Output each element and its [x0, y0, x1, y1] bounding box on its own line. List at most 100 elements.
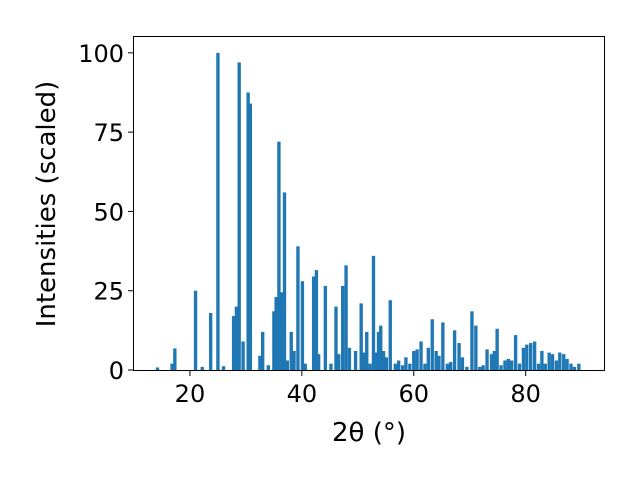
bar [525, 344, 529, 370]
bar [499, 365, 503, 370]
bar [540, 350, 544, 370]
bar [478, 366, 482, 370]
x-tick-label: 20 [175, 380, 206, 408]
bar [173, 348, 177, 370]
bar [311, 276, 316, 370]
bar [562, 354, 566, 370]
bar [272, 311, 276, 370]
bar [381, 350, 386, 370]
bar [543, 363, 547, 370]
bar [334, 306, 338, 370]
bar [492, 350, 497, 370]
bar [529, 343, 533, 370]
bar [314, 270, 319, 370]
bar [408, 363, 412, 370]
y-tick-label: 100 [78, 40, 124, 68]
bar [485, 349, 489, 370]
y-tick-label: 0 [109, 357, 124, 385]
bar [285, 360, 289, 370]
bar [441, 322, 445, 370]
bar [396, 360, 401, 370]
bar [423, 363, 427, 370]
y-tick-label: 25 [93, 278, 124, 306]
bar [517, 363, 522, 370]
bar [547, 352, 551, 370]
bar [323, 285, 328, 370]
bar [481, 365, 485, 370]
bar [359, 303, 363, 370]
bar [274, 297, 278, 370]
bar [510, 360, 514, 370]
y-tick-label: 75 [93, 119, 124, 147]
bar [282, 192, 287, 370]
bar [393, 363, 397, 370]
bar [193, 290, 198, 370]
bar [430, 319, 434, 370]
bar [460, 357, 465, 370]
bar [465, 366, 469, 370]
bar [221, 366, 226, 370]
bar [374, 352, 378, 370]
bar [353, 350, 358, 370]
bar [280, 292, 284, 370]
bar [170, 363, 174, 370]
y-axis: 0 25 50 75 100 [78, 40, 134, 385]
plot-frame [133, 36, 605, 371]
bar-series [155, 52, 581, 371]
bar [554, 360, 559, 370]
bar [558, 352, 562, 370]
y-tick-label: 50 [93, 198, 124, 226]
bar [316, 354, 321, 370]
bar [449, 362, 453, 370]
bar [371, 255, 376, 370]
bar [474, 325, 478, 370]
bar [437, 355, 441, 370]
bar [426, 347, 430, 370]
bar [258, 355, 262, 370]
bar [457, 343, 461, 370]
x-tick-label: 40 [287, 380, 318, 408]
bar [208, 312, 213, 370]
bar [445, 363, 450, 370]
bar [303, 363, 307, 370]
bar [452, 330, 457, 370]
x-tick-label: 60 [398, 380, 429, 408]
bar [412, 350, 416, 370]
bar [266, 365, 270, 370]
bar [362, 352, 366, 370]
bar [419, 341, 423, 370]
bar [365, 331, 369, 370]
bar [261, 331, 265, 370]
bar [241, 341, 245, 370]
bar [248, 103, 253, 370]
bar [237, 62, 241, 371]
bar [536, 363, 541, 370]
bar [404, 357, 408, 370]
bar [550, 354, 555, 370]
bar [368, 363, 372, 370]
bar [384, 357, 389, 370]
x-tick-label: 80 [510, 380, 541, 408]
bar [216, 52, 220, 371]
y-axis-title: Intensities (scaled) [32, 81, 62, 328]
bar [344, 265, 348, 370]
bar [347, 347, 352, 370]
bar [246, 92, 250, 370]
bar [400, 365, 405, 370]
bar [376, 331, 381, 370]
bar [572, 366, 577, 370]
bar [155, 367, 160, 370]
bar [289, 331, 293, 370]
bar [521, 347, 526, 370]
bar [513, 335, 518, 370]
x-axis: 20 40 60 80 [175, 370, 541, 408]
bar [292, 350, 296, 370]
bar [569, 363, 573, 370]
bar [329, 363, 333, 370]
bar [200, 366, 204, 370]
bar [300, 281, 305, 370]
bar [503, 360, 507, 370]
bar [296, 246, 300, 370]
bar [506, 358, 510, 370]
